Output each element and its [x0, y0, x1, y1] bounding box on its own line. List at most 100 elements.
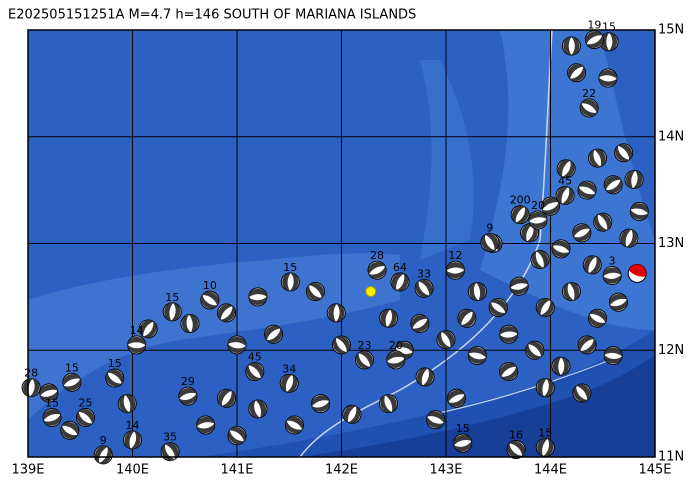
beachball-quadrant — [356, 351, 373, 369]
beachball — [311, 394, 331, 414]
trench-line — [429, 359, 611, 416]
beachball — [284, 415, 304, 435]
beachball — [535, 298, 555, 318]
lon-tick-label: 142E — [325, 463, 358, 478]
beachball — [506, 440, 526, 460]
depth-label: 45 — [248, 351, 262, 364]
beachball-quadrant — [585, 31, 604, 48]
beachball — [530, 250, 550, 270]
beachball — [572, 223, 592, 243]
beachball — [561, 282, 581, 302]
beachball-quadrant — [228, 427, 246, 445]
beachball-quadrant — [127, 336, 146, 354]
beachball-quadrant — [626, 170, 643, 189]
beachball — [127, 335, 147, 355]
beachball — [217, 388, 237, 408]
beachball — [414, 278, 434, 298]
beachball — [162, 302, 182, 322]
lat-tick-label: 13N — [658, 236, 684, 251]
beachball-quadrant — [447, 390, 466, 407]
depth-label: 12 — [448, 249, 462, 262]
beachball — [619, 228, 639, 248]
beachball — [598, 68, 618, 88]
depth-label: 34 — [282, 362, 296, 375]
depth-label: 64 — [393, 261, 407, 274]
beachball — [551, 239, 571, 259]
beachball — [379, 308, 399, 328]
beachball-quadrant — [119, 394, 136, 413]
beachball — [117, 394, 137, 414]
beachball-quadrant — [343, 405, 361, 424]
beachball — [93, 445, 113, 465]
depth-label: 23 — [357, 339, 371, 352]
beachball-quadrant — [603, 267, 622, 284]
beachball — [379, 394, 399, 414]
beachball — [572, 383, 592, 403]
beachball-quadrant — [481, 233, 499, 252]
beachball — [75, 408, 95, 428]
beachball-quadrant — [282, 272, 299, 291]
beachball — [528, 210, 548, 230]
beachball-quadrant — [541, 197, 560, 215]
depth-label: 9 — [100, 434, 107, 447]
depth-label: 15 — [456, 422, 470, 435]
beachball — [588, 148, 608, 168]
beachball — [21, 378, 41, 398]
beachball-quadrant — [468, 347, 487, 364]
beachball — [555, 185, 575, 205]
beachball — [556, 159, 576, 179]
beachball-quadrant — [552, 240, 570, 257]
beachball-quadrant — [526, 341, 544, 359]
beachball — [593, 212, 613, 232]
beachball-quadrant — [552, 357, 570, 376]
beachball — [510, 205, 530, 225]
beachball — [160, 442, 180, 462]
beachball — [561, 36, 581, 56]
beachball — [415, 367, 435, 387]
beachball-quadrant — [178, 387, 197, 405]
beachball — [217, 303, 237, 323]
beachball — [577, 180, 597, 200]
beachball — [445, 260, 465, 280]
beachball-quadrant — [588, 309, 607, 327]
depth-label: 3 — [609, 255, 616, 268]
beachball-quadrant — [511, 205, 529, 224]
beachball-quadrant — [248, 288, 267, 305]
beachball — [457, 308, 477, 328]
beachball — [62, 372, 82, 392]
beachball — [42, 408, 62, 428]
beachball — [614, 143, 634, 163]
depth-label: 16 — [509, 429, 523, 442]
beachball — [354, 350, 374, 370]
events — [21, 30, 649, 465]
beachball-quadrant — [415, 279, 433, 297]
beachball — [332, 335, 351, 355]
beachball — [509, 276, 529, 296]
beachball — [245, 362, 265, 382]
beachball-quadrant — [333, 336, 350, 354]
beachball — [386, 350, 406, 370]
beachball-quadrant — [437, 330, 455, 349]
title: E202505151251A M=4.7 h=146 SOUTH OF MARI… — [8, 8, 416, 23]
beachball-quadrant — [446, 262, 465, 279]
beachball-quadrant — [426, 411, 445, 428]
beachball — [602, 266, 622, 286]
beachball — [467, 282, 487, 302]
beachball-quadrant — [584, 256, 601, 274]
beachball-quadrant — [529, 211, 547, 229]
main-event — [627, 263, 647, 283]
beachball — [535, 378, 555, 398]
ridge — [420, 60, 474, 260]
beachball-quadrant — [600, 32, 618, 51]
beachball-quadrant — [563, 282, 580, 301]
beachball — [525, 340, 545, 360]
lon-tick-label: 140E — [116, 463, 149, 478]
lon-tick-label: 144E — [534, 463, 567, 478]
depth-label: 20 — [389, 339, 403, 352]
beachball-quadrant — [368, 261, 386, 279]
beachball — [582, 255, 602, 275]
beachball-quadrant — [181, 314, 199, 333]
beachball-quadrant — [61, 421, 79, 439]
beachball — [453, 433, 473, 453]
shelf — [480, 30, 655, 330]
